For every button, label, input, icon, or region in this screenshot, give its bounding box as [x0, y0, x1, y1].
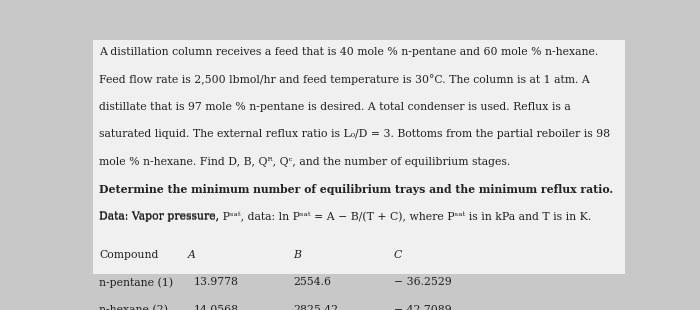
Text: Compound: Compound [99, 250, 159, 260]
Text: saturated liquid. The external reflux ratio is L₀/D = 3. Bottoms from the partia: saturated liquid. The external reflux ra… [99, 129, 610, 139]
FancyBboxPatch shape [93, 40, 624, 273]
Text: − 42.7089: − 42.7089 [394, 305, 452, 310]
Text: mole % n-hexane. Find D, B, Qᴿ, Qᶜ, and the number of equilibrium stages.: mole % n-hexane. Find D, B, Qᴿ, Qᶜ, and … [99, 157, 511, 166]
Text: A distillation column receives a feed that is 40 mole % n-pentane and 60 mole % : A distillation column receives a feed th… [99, 47, 598, 57]
Text: − 36.2529: − 36.2529 [394, 277, 452, 287]
Text: n-hexane (2): n-hexane (2) [99, 305, 169, 310]
Text: Determine the minimum number of equilibrium trays and the minimum reflux ratio.: Determine the minimum number of equilibr… [99, 184, 614, 195]
Text: A: A [188, 250, 196, 260]
Text: 14.0568: 14.0568 [193, 305, 239, 310]
Text: Data: Vapor pressure,: Data: Vapor pressure, [99, 211, 223, 221]
Text: 13.9778: 13.9778 [193, 277, 238, 287]
Text: Feed flow rate is 2,500 lbmol/hr and feed temperature is 30°C. The column is at : Feed flow rate is 2,500 lbmol/hr and fee… [99, 74, 590, 85]
Text: B: B [294, 250, 302, 260]
Text: Data: Vapor pressure, Pˢᵃᵗ, data: ln Pˢᵃᵗ = A − B/(T + C), where Pˢᵃᵗ is in kPa : Data: Vapor pressure, Pˢᵃᵗ, data: ln Pˢᵃ… [99, 211, 592, 222]
Text: distillate that is 97 mole % n-pentane is desired. A total condenser is used. Re: distillate that is 97 mole % n-pentane i… [99, 102, 571, 112]
Text: C: C [394, 250, 402, 260]
Text: n-pentane (1): n-pentane (1) [99, 277, 174, 288]
Text: 2554.6: 2554.6 [294, 277, 332, 287]
Text: 2825.42: 2825.42 [294, 305, 339, 310]
